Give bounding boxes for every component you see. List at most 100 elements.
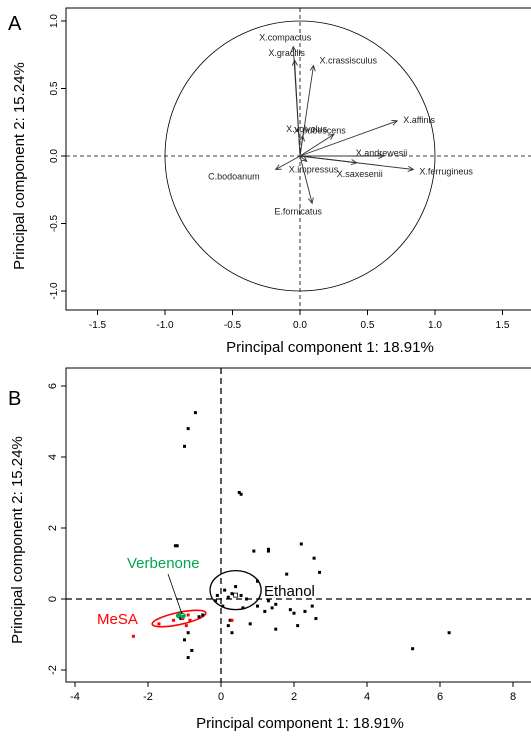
vector-arrowhead: [299, 134, 306, 142]
vector-label: X.gracilis: [268, 48, 305, 58]
ethanol-point: [411, 647, 415, 651]
vector-label: C.bodoanum: [208, 172, 260, 182]
vector-label: X.crassisculus: [320, 56, 378, 66]
ethanol-point: [175, 544, 179, 548]
mesa-point: [157, 622, 161, 626]
ethanol-point: [241, 606, 245, 610]
panel-a-x-tick-label: -0.5: [224, 320, 242, 331]
panel-a-x-tick-label: -1.5: [89, 320, 107, 331]
ethanol-point: [226, 624, 230, 628]
panel-b-ticks: -4 -2 0 2 4 6 8 -2 0 2 4 6: [47, 383, 516, 703]
mesa-point: [230, 618, 234, 622]
ethanol-point: [183, 638, 186, 642]
ethanol-point: [318, 570, 322, 574]
panel-b-ellipses: [151, 569, 262, 628]
ethanol-point: [226, 595, 230, 599]
ethanol-point: [239, 492, 243, 496]
panel-a-x-tick-label: 1.5: [496, 320, 510, 331]
panel-b-x-tick-label: 2: [291, 691, 297, 703]
ethanol-point: [193, 411, 197, 415]
ethanol-point: [266, 599, 270, 603]
mesa-point: [184, 624, 188, 628]
ethanol-point: [266, 547, 270, 551]
ethanol-point: [186, 631, 190, 635]
ethanol-point: [288, 608, 292, 612]
ethanol-label: Ethanol: [264, 583, 315, 600]
ethanol-point: [285, 572, 289, 576]
ethanol-point: [223, 588, 227, 592]
panel-b-y-tick-label: 4: [47, 454, 59, 460]
ethanol-point: [447, 631, 451, 635]
ethanol-centroid-marker: [233, 592, 239, 598]
panel-a-y-tick-label: 1.0: [49, 14, 60, 28]
vector-label: X.andrewesii: [356, 148, 408, 158]
vector-label: X.affinis: [403, 115, 435, 125]
ethanol-point: [292, 611, 296, 615]
vector-arrowhead: [391, 119, 399, 126]
ethanol-point: [274, 602, 278, 606]
ethanol-point: [234, 585, 238, 589]
vector-arrowhead: [291, 59, 298, 66]
vector-arrowhead: [300, 155, 308, 163]
vector-arrow: [299, 134, 334, 157]
mesa-point: [186, 613, 190, 617]
vector-arrowhead: [290, 45, 297, 53]
ethanol-point: [186, 427, 190, 431]
panel-a-vectors: X.compactus X.gracilis X.crassisculus X.aff…: [208, 33, 473, 217]
panel-a: A -1.5 -1.0 -0.5 0.0 0.5 1.0 1.5 -1.0 -0.5 0.0 0.5…: [8, 7, 531, 356]
panel-a-y-tick-label: -1.0: [49, 282, 60, 300]
panel-b-plot-frame: [65, 367, 531, 683]
mesa-point: [188, 618, 192, 622]
ethanol-point: [296, 624, 300, 628]
panel-b-x-tick-label: 8: [510, 691, 516, 703]
ethanol-point: [190, 648, 194, 652]
ethanol-point: [263, 609, 267, 613]
ethanol-point: [252, 549, 256, 553]
panel-b-ylabel: Principal component 2: 15.24%: [9, 436, 26, 644]
panel-a-plot-frame: [65, 7, 531, 311]
ethanol-point: [266, 549, 270, 553]
ethanol-point: [173, 544, 177, 548]
vector-label: X.saxesenii: [337, 169, 383, 179]
panel-a-xlabel: Principal component 1: 18.91%: [226, 339, 434, 356]
ethanol-point: [245, 597, 249, 601]
ethanol-point: [197, 615, 201, 619]
ethanol-point: [237, 491, 241, 494]
verbenone-leader-line: [167, 573, 183, 615]
panel-b: B -4 -2 0 2 4 6 8 -2 0 2 4 6 Verbenone MeSA Ethanol…: [8, 367, 531, 732]
mesa-label: MeSA: [97, 611, 138, 628]
panel-a-label: A: [8, 13, 22, 35]
ethanol-point: [299, 542, 303, 546]
vector-label: X.pubescens: [294, 125, 347, 135]
panel-a-x-tick-label: -1.0: [156, 320, 174, 331]
ethanol-point: [215, 593, 219, 597]
ethanol-point: [314, 617, 318, 621]
ethanol-point: [221, 604, 225, 608]
panel-a-x-tick-label: 0.0: [293, 320, 307, 331]
vector-arrow: [299, 155, 308, 162]
vector-arrow: [294, 60, 301, 157]
ethanol-point: [256, 579, 259, 583]
ethanol-point: [186, 656, 190, 660]
panel-a-x-tick-label: 1.0: [428, 320, 442, 331]
vector-arrow: [299, 155, 414, 170]
vector-label: X.volvolus: [286, 124, 328, 134]
ethanol-point: [228, 618, 232, 622]
vector-label: X.impressus: [289, 164, 339, 174]
vector-arrowhead: [327, 133, 335, 140]
panel-b-x-tick-label: -4: [70, 691, 80, 703]
panel-b-xlabel: Principal component 1: 18.91%: [196, 715, 404, 732]
panel-a-y-tick-label: 0.5: [49, 81, 60, 95]
panel-b-x-tick-label: -2: [143, 691, 153, 703]
vector-label: E.fornicatus: [274, 206, 322, 216]
ethanol-point: [303, 609, 307, 613]
panel-b-label: B: [8, 388, 21, 410]
ethanol-point: [201, 613, 205, 617]
verbenone-point: [177, 612, 182, 617]
mesa-point: [131, 634, 135, 638]
ethanol-point: [256, 604, 259, 608]
panel-a-x-tick-label: 0.5: [361, 320, 375, 331]
vector-arrowhead: [307, 197, 314, 205]
panel-b-y-tick-label: 0: [47, 596, 59, 602]
